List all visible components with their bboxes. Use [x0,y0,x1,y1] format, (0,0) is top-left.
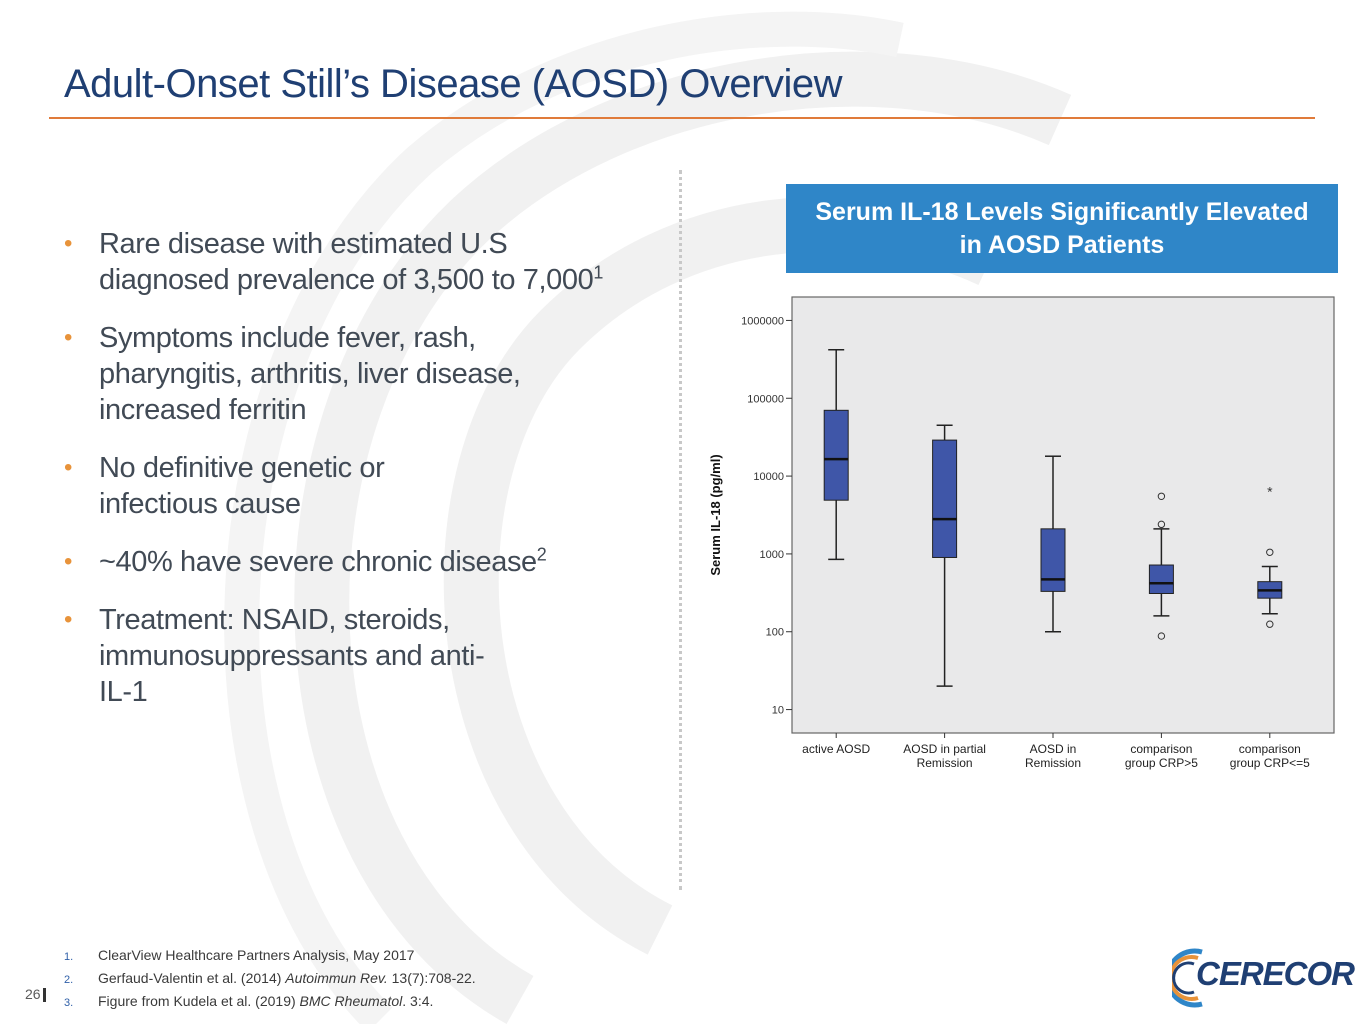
bullet-item: • Symptoms include fever, rash, pharyngit… [64,320,604,428]
x-tick-label: AOSD in [1030,742,1077,756]
footnote-text: Gerfaud-Valentin et al. (2014) [98,970,286,986]
bullet-text: Rare disease with estimated U.S diagnose… [99,228,594,296]
x-tick-label: group CRP>5 [1125,756,1198,770]
box [1040,528,1066,592]
bullet-dot-icon: • [64,230,73,257]
chart-title-banner: Serum IL-18 Levels Significantly Elevate… [786,184,1338,273]
x-tick-label: Remission [1025,756,1081,770]
bullet-item: • Rare disease with estimated U.S diagnos… [64,226,604,298]
x-tick-label: comparison [1239,742,1301,756]
footnote-number: 2. [64,974,74,986]
x-tick-label: AOSD in partial [903,742,986,756]
footnote-journal: Autoimmun Rev. [285,970,388,986]
bullet-item: • Treatment: NSAID, steroids, immunosuppr… [64,602,604,710]
footnote-item: 3. Figure from Kudela et al. (2019) BMC R… [64,991,476,1014]
footnote-item: 1. ClearView Healthcare Partners Analysis… [64,945,476,968]
bullet-dot-icon: • [64,324,73,351]
bullet-item: • ~40% have severe chronic disease2 [64,544,604,580]
y-tick-label: 10000 [753,471,784,483]
bullet-text: Symptoms include fever, rash, pharyngiti… [99,322,521,426]
footnote-item: 2. Gerfaud-Valentin et al. (2014) Autoimm… [64,968,476,991]
y-tick-label: 1000 [760,549,784,561]
bullet-dot-icon: • [64,548,73,575]
footnote-number: 3. [64,997,74,1009]
y-tick-label: 100000 [747,393,784,405]
y-tick-label: 100 [766,627,784,639]
bullet-text: Treatment: NSAID, steroids, immunosuppre… [99,604,485,708]
il18-boxplot-chart: 10 100 1000 10000 100000 1000000 Serum IL-18 (… [708,296,1335,770]
footnote-citation: 13(7):708-22. [387,970,476,986]
bullet-list: • Rare disease with estimated U.S diagnos… [64,226,604,732]
y-tick-label: 10 [772,705,784,717]
outlier-point [1266,620,1274,628]
extreme-point: * [1267,484,1273,500]
y-tick-label: 1000000 [741,315,784,327]
x-tick-label: Remission [917,756,973,770]
bullet-superscript: 1 [593,262,603,283]
x-tick-label: group CRP<=5 [1230,756,1310,770]
bullet-superscript: 2 [536,544,547,565]
page-number: 26 [25,986,46,1003]
footnote-text: Figure from Kudela et al. (2019) [98,993,300,1009]
box [823,409,849,501]
page-number-text: 26 [25,986,41,1002]
footnote-citation: . 3:4. [402,993,434,1009]
logo-text: CERECOR [1196,955,1355,992]
outlier-point [1266,548,1274,556]
outlier-point [1157,520,1166,529]
footnote-number: 1. [64,951,74,963]
bullet-text: No definitive genetic or infectious caus… [99,452,385,520]
slide-title: Adult-Onset Still’s Disease (AOSD) Overv… [64,62,843,106]
box [932,439,958,558]
vertical-dotted-divider [679,170,682,890]
x-tick-label: active AOSD [802,742,870,756]
box [1148,564,1174,595]
y-axis-label: Serum IL-18 (pg/ml) [708,454,723,575]
outlier-point [1157,492,1166,500]
bullet-item: • No definitive genetic or infectious cau… [64,450,604,522]
outlier-point [1157,632,1166,640]
cerecor-logo-icon [1172,948,1203,1008]
footnote-text: ClearView Healthcare Partners Analysis, … [98,947,415,963]
title-underline [49,117,1315,119]
footnote-journal: BMC Rheumatol [299,993,403,1009]
footnotes: 1. ClearView Healthcare Partners Analysis… [64,945,476,1014]
page-number-bar [42,988,46,1003]
bullet-dot-icon: • [64,454,73,481]
bullet-text: ~40% have severe chronic disease [99,546,537,578]
x-tick-label: comparison [1130,742,1192,756]
plot-area [791,296,1335,734]
bullet-dot-icon: • [64,606,73,633]
